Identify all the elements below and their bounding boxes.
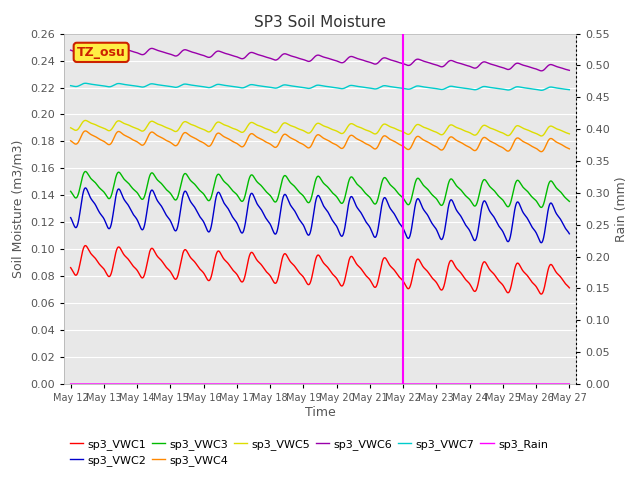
sp3_VWC7: [566, 87, 573, 93]
Text: TZ_osu: TZ_osu: [77, 46, 125, 59]
sp3_VWC7: [258, 83, 266, 89]
sp3_VWC3: [258, 184, 266, 190]
sp3_VWC6: [566, 68, 573, 73]
sp3_Rain: [566, 381, 573, 387]
sp3_VWC2: [67, 215, 74, 220]
Line: sp3_VWC1: sp3_VWC1: [70, 246, 570, 294]
sp3_VWC6: [124, 47, 132, 53]
Line: sp3_VWC6: sp3_VWC6: [70, 46, 570, 71]
sp3_VWC4: [124, 134, 132, 140]
sp3_VWC6: [258, 53, 266, 59]
sp3_VWC7: [154, 82, 161, 87]
sp3_VWC6: [556, 64, 564, 70]
Line: sp3_VWC4: sp3_VWC4: [70, 131, 570, 152]
sp3_VWC5: [502, 132, 510, 138]
sp3_VWC7: [538, 87, 545, 93]
sp3_VWC4: [82, 128, 90, 134]
sp3_VWC2: [124, 202, 132, 207]
sp3_Rain: [67, 381, 74, 387]
sp3_VWC7: [124, 82, 132, 88]
sp3_VWC3: [502, 202, 510, 208]
sp3_VWC3: [556, 188, 564, 194]
sp3_VWC2: [258, 208, 266, 214]
sp3_VWC2: [82, 185, 90, 191]
sp3_VWC4: [258, 137, 266, 143]
X-axis label: Time: Time: [305, 406, 335, 419]
sp3_VWC3: [124, 180, 132, 185]
sp3_VWC6: [280, 51, 287, 57]
sp3_VWC7: [82, 80, 90, 86]
sp3_VWC1: [67, 265, 74, 271]
sp3_VWC5: [566, 131, 573, 137]
sp3_VWC6: [154, 48, 161, 53]
sp3_Rain: [502, 381, 509, 387]
Legend: sp3_VWC1, sp3_VWC2, sp3_VWC3, sp3_VWC4, sp3_VWC5, sp3_VWC6, sp3_VWC7, sp3_Rain: sp3_VWC1, sp3_VWC2, sp3_VWC3, sp3_VWC4, …: [70, 439, 548, 466]
sp3_VWC5: [82, 118, 90, 123]
sp3_VWC7: [280, 82, 287, 88]
Line: sp3_VWC5: sp3_VWC5: [70, 120, 570, 136]
sp3_VWC7: [556, 85, 564, 91]
sp3_VWC1: [538, 291, 545, 297]
sp3_VWC4: [67, 138, 74, 144]
sp3_VWC3: [566, 199, 573, 204]
sp3_VWC6: [538, 68, 545, 74]
sp3_VWC5: [556, 127, 564, 133]
sp3_Rain: [153, 381, 161, 387]
Title: SP3 Soil Moisture: SP3 Soil Moisture: [254, 15, 386, 30]
Y-axis label: Soil Moisture (m3/m3): Soil Moisture (m3/m3): [12, 140, 24, 278]
sp3_VWC4: [154, 132, 161, 138]
sp3_VWC5: [67, 125, 74, 131]
Line: sp3_VWC7: sp3_VWC7: [70, 83, 570, 90]
sp3_VWC6: [81, 43, 89, 48]
sp3_VWC4: [280, 132, 287, 137]
sp3_VWC3: [82, 168, 90, 174]
Y-axis label: Rain (mm): Rain (mm): [615, 176, 628, 241]
sp3_VWC4: [502, 147, 510, 153]
sp3_VWC4: [566, 146, 573, 152]
sp3_VWC7: [502, 87, 510, 93]
sp3_VWC2: [502, 236, 510, 242]
sp3_VWC1: [154, 253, 161, 259]
sp3_VWC3: [154, 177, 161, 182]
sp3_VWC2: [566, 231, 573, 237]
sp3_VWC5: [154, 121, 161, 127]
sp3_VWC2: [154, 198, 161, 204]
sp3_VWC1: [280, 252, 287, 258]
sp3_Rain: [280, 381, 287, 387]
Line: sp3_VWC2: sp3_VWC2: [70, 188, 570, 243]
sp3_Rain: [556, 381, 563, 387]
sp3_VWC3: [280, 174, 287, 180]
sp3_VWC3: [538, 204, 545, 210]
sp3_VWC5: [280, 120, 287, 126]
sp3_Rain: [124, 381, 131, 387]
sp3_VWC2: [280, 193, 287, 199]
sp3_VWC1: [556, 273, 564, 279]
sp3_VWC1: [82, 243, 90, 249]
sp3_VWC2: [556, 216, 564, 221]
Line: sp3_VWC3: sp3_VWC3: [70, 171, 570, 207]
sp3_VWC1: [566, 285, 573, 291]
sp3_VWC6: [502, 66, 510, 72]
sp3_VWC6: [67, 47, 74, 53]
sp3_Rain: [258, 381, 266, 387]
sp3_VWC4: [556, 141, 564, 146]
sp3_VWC5: [538, 133, 545, 139]
sp3_VWC7: [67, 83, 74, 88]
sp3_VWC1: [124, 256, 132, 262]
sp3_VWC4: [538, 149, 545, 155]
sp3_VWC1: [502, 288, 510, 294]
sp3_VWC1: [258, 263, 266, 269]
sp3_VWC5: [258, 124, 266, 130]
sp3_VWC3: [67, 189, 74, 194]
sp3_VWC2: [538, 240, 545, 246]
sp3_VWC5: [124, 122, 132, 128]
